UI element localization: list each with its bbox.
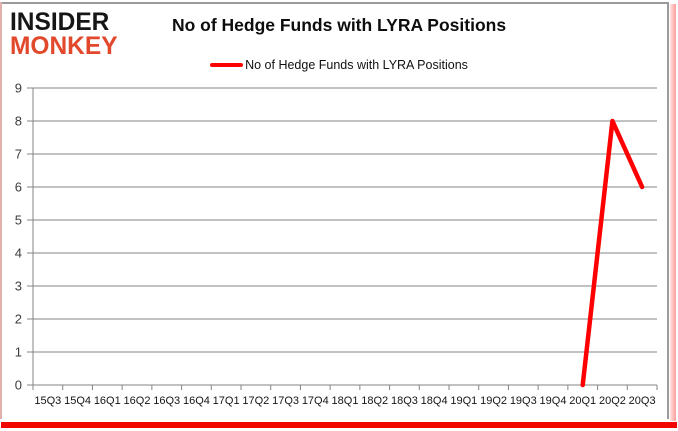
x-axis-label: 18Q2 <box>361 395 388 407</box>
x-axis-label: 16Q4 <box>183 395 210 407</box>
x-axis-label: 19Q1 <box>450 395 477 407</box>
frame-border-top <box>2 2 669 4</box>
frame-border-left <box>0 2 2 419</box>
x-axis-label: 20Q1 <box>569 395 596 407</box>
x-axis-label: 20Q3 <box>629 395 656 407</box>
chart-title: No of Hedge Funds with LYRA Positions <box>171 15 507 35</box>
y-axis-label: 0 <box>15 378 22 393</box>
x-axis-label: 20Q2 <box>599 395 626 407</box>
y-axis-label: 8 <box>15 114 22 129</box>
frame-glow-right <box>670 4 676 421</box>
x-axis-label: 18Q3 <box>391 395 418 407</box>
frame-red-bottom-bar <box>1 422 677 428</box>
chart-legend: No of Hedge Funds with LYRA Positions <box>0 58 678 72</box>
series-line <box>580 118 645 388</box>
x-axis-label: 15Q4 <box>64 395 91 407</box>
x-axis-label: 19Q2 <box>480 395 507 407</box>
x-axis-label: 16Q3 <box>153 395 180 407</box>
y-axis-label: 4 <box>15 246 22 261</box>
x-axis-label: 17Q4 <box>302 395 329 407</box>
x-axis-label: 18Q4 <box>421 395 448 407</box>
y-axis-label: 2 <box>15 312 22 327</box>
x-axis-label: 17Q3 <box>272 395 299 407</box>
y-axis-label: 1 <box>15 345 22 360</box>
x-axis-label: 19Q3 <box>510 395 537 407</box>
x-axis-label: 19Q4 <box>540 395 567 407</box>
x-axis-label: 17Q2 <box>242 395 269 407</box>
frame-border-right <box>667 2 669 419</box>
logo-text-monkey: MONKEY <box>10 32 118 60</box>
x-axis-label: 18Q1 <box>332 395 359 407</box>
insider-monkey-logo: INSIDER MONKEY <box>10 8 147 60</box>
y-axis-label: 3 <box>15 279 22 294</box>
y-axis-label: 9 <box>15 81 22 96</box>
logo-text-insider: INSIDER <box>10 8 110 36</box>
y-axis-label: 5 <box>15 213 22 228</box>
legend-line-swatch-icon <box>210 63 244 67</box>
x-axis-label: 16Q2 <box>124 395 151 407</box>
x-axis-label: 15Q3 <box>34 395 61 407</box>
y-axis-label: 7 <box>15 147 22 162</box>
x-axis-label: 17Q1 <box>213 395 240 407</box>
legend-label: No of Hedge Funds with LYRA Positions <box>245 58 468 72</box>
x-axis-label: 16Q1 <box>94 395 121 407</box>
y-axis-label: 6 <box>15 180 22 195</box>
